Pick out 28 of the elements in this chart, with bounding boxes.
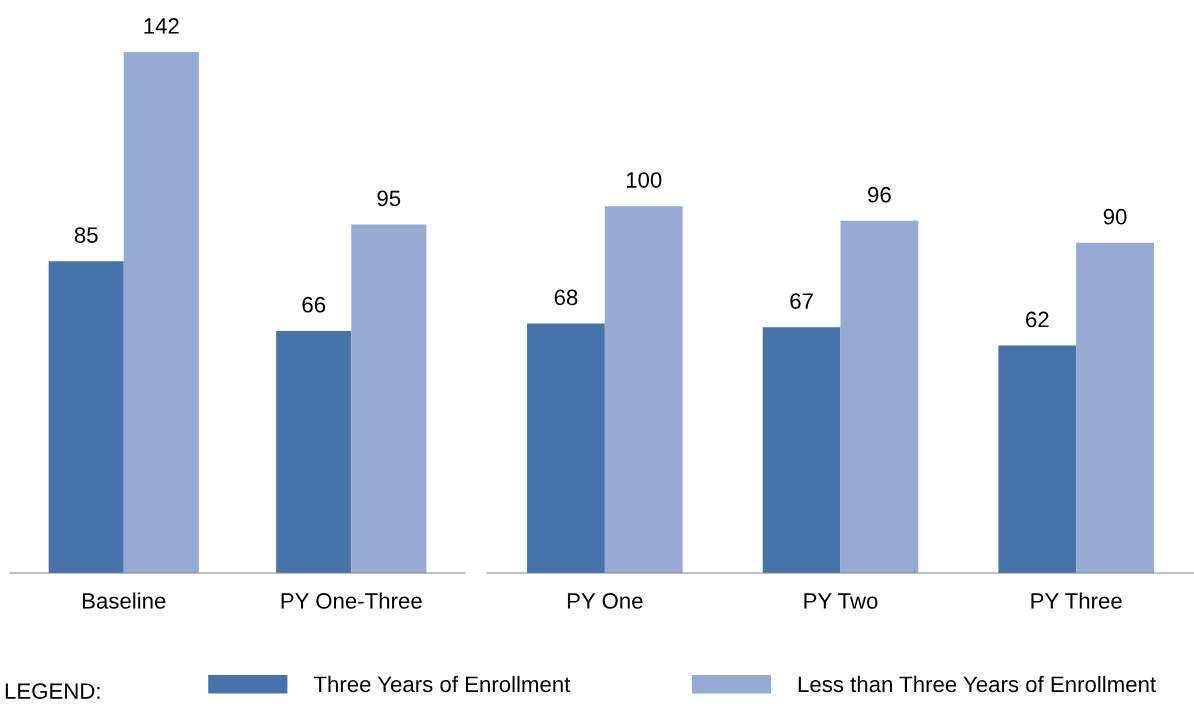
x-tick-label: PY Three (1031, 592, 1122, 609)
bar (840, 220, 919, 573)
x-tick-label: Baseline (82, 592, 166, 609)
x-tick-label: PY One-Three (281, 592, 422, 609)
data-label: 142 (144, 18, 179, 34)
x-tick-label: PY Two (804, 593, 878, 609)
data-label: 95 (377, 190, 401, 207)
legend-label: Three Years of Enrollment (313, 675, 571, 693)
data-label: 96 (868, 186, 891, 203)
data-label: 68 (554, 289, 578, 306)
data-label: 85 (74, 227, 98, 243)
legend-title: LEGEND: (5, 683, 100, 699)
data-label: 66 (302, 296, 326, 313)
bar (1076, 242, 1154, 573)
bar (998, 345, 1077, 573)
data-label: 100 (626, 172, 662, 188)
data-label: 67 (790, 293, 813, 309)
bar (604, 206, 683, 573)
bar (123, 52, 199, 573)
bar (527, 323, 605, 573)
bar (762, 327, 841, 573)
bar (351, 224, 427, 573)
legend-label: Less than Three Years of Enrollment (798, 675, 1156, 693)
bar (48, 261, 124, 573)
data-label: 90 (1103, 208, 1127, 225)
bar (276, 330, 352, 573)
data-label: 62 (1026, 311, 1049, 328)
x-tick-label: PY One (567, 593, 643, 609)
